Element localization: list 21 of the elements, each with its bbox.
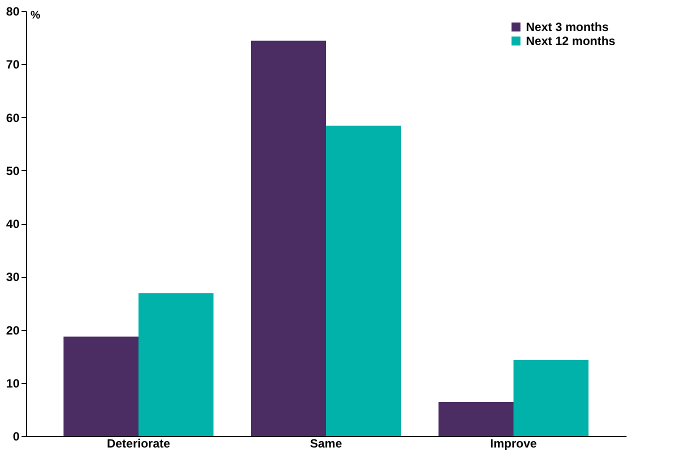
y-tick-label: 20 [6, 323, 20, 338]
y-axis-title: % [30, 10, 40, 22]
y-tick-label: 30 [6, 270, 20, 284]
bar [64, 336, 138, 436]
y-tick-label: 0 [12, 430, 20, 444]
legend-label: Next 12 months [526, 34, 616, 48]
legend-label: Next 3 months [526, 20, 610, 34]
bar [438, 402, 514, 436]
y-tick-label: 80 [6, 4, 20, 18]
y-tick-label: 40 [6, 217, 20, 231]
bar [138, 293, 214, 436]
x-tick-label: Same [310, 436, 342, 450]
y-tick-label: 60 [6, 110, 20, 125]
bar [251, 40, 326, 436]
x-tick-label: Deteriorate [106, 436, 171, 450]
y-tick-label: 10 [6, 376, 20, 390]
y-tick-label: 70 [6, 58, 20, 72]
y-tick-label: 50 [6, 164, 20, 178]
bar [326, 126, 401, 436]
x-tick-label: Improve [490, 436, 538, 450]
bar [514, 360, 588, 436]
